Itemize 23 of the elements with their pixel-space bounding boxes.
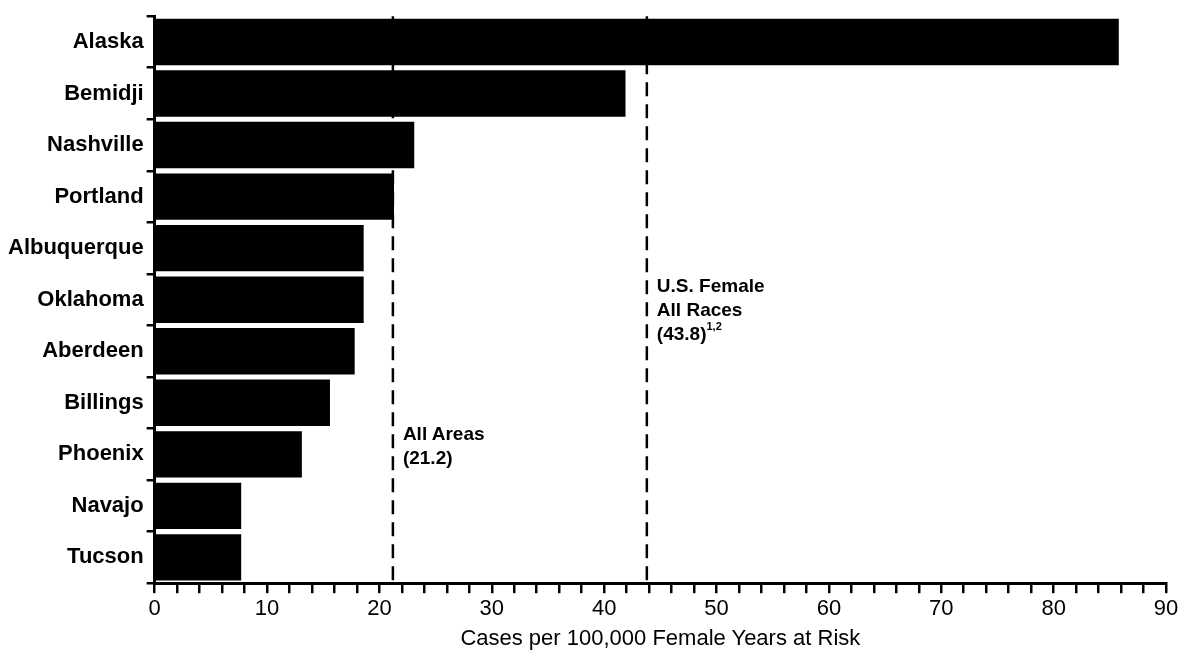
y-tick-label: Navajo — [71, 491, 144, 517]
y-tick-label: Aberdeen — [42, 337, 144, 363]
y-tick-label: Bemidji — [64, 79, 144, 105]
ref-line-label: All Areas (21.2) — [402, 423, 485, 469]
x-tick-label: 40 — [591, 595, 617, 621]
y-tick-label: Oklahoma — [37, 285, 145, 311]
x-tick-label: 70 — [929, 595, 954, 621]
x-tick-label: 80 — [1041, 595, 1066, 621]
y-tick-label: Alaska — [72, 28, 145, 54]
y-tick-label: Billings — [64, 388, 144, 414]
y-tick-label: Tucson — [67, 543, 144, 569]
x-axis-title: Cases per 100,000 Female Years at Risk — [460, 624, 862, 650]
y-tick-label: Portland — [54, 182, 144, 208]
x-tick-label: 20 — [367, 595, 392, 621]
x-tick-label: 30 — [479, 595, 505, 621]
x-tick-label: 0 — [148, 595, 161, 621]
x-tick-label: 90 — [1153, 595, 1179, 621]
x-tick-label: 60 — [816, 595, 842, 621]
y-tick-label: Nashville — [47, 131, 144, 157]
y-tick-label: Phoenix — [58, 440, 145, 466]
x-tick-label: 10 — [254, 595, 280, 621]
x-tick-label: 50 — [704, 595, 729, 621]
y-tick-label: Albuquerque — [7, 234, 144, 260]
